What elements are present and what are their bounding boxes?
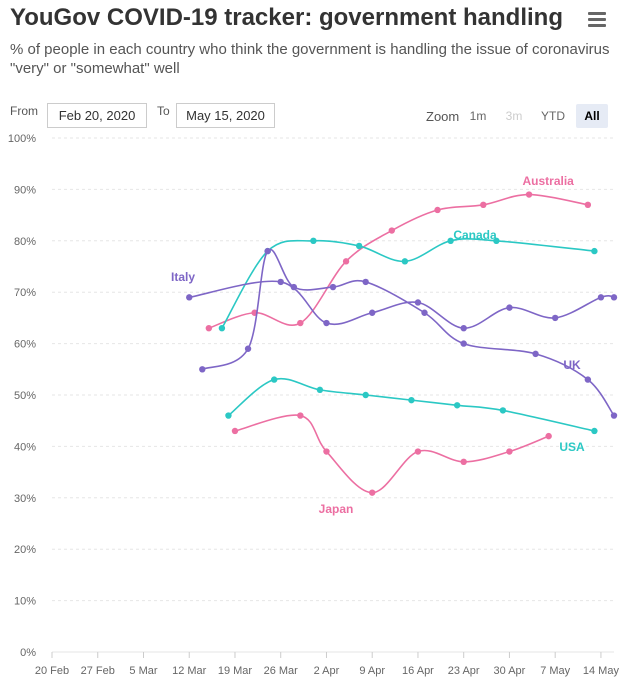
australia-data-point (584, 201, 592, 209)
y-tick-label: 40% (14, 441, 36, 453)
japan-data-point (369, 489, 376, 496)
uk-data-point (460, 340, 467, 347)
canada-data-point (218, 324, 226, 332)
italy-data-point (506, 304, 513, 311)
uk-data-point (421, 309, 428, 316)
australia-data-point (342, 258, 350, 265)
zoom-ytd-button[interactable]: YTD (541, 109, 565, 123)
canada-series-label: Canada (453, 228, 497, 242)
from-date-input[interactable]: Feb 20, 2020 (47, 103, 147, 128)
usa-data-point (362, 391, 369, 399)
japan-series-line (234, 414, 549, 494)
italy-data-point (369, 309, 376, 316)
usa-data-point (225, 412, 232, 419)
canada-data-point (591, 247, 598, 255)
uk-data-point (244, 345, 252, 352)
uk-data-point (264, 247, 271, 255)
usa-data-point (499, 407, 507, 414)
uk-data-point (532, 350, 539, 358)
australia-data-point (434, 206, 441, 214)
italy-data-point (186, 294, 193, 301)
chart-subtitle: % of people in each country who think th… (10, 41, 610, 77)
canada-data-point (401, 258, 409, 265)
italy-data-point (323, 319, 330, 327)
japan-data-point (506, 448, 513, 455)
usa-series-label: USA (559, 440, 585, 454)
australia-data-point (205, 324, 213, 332)
uk-data-point (329, 283, 337, 291)
y-tick-label: 70% (14, 287, 36, 299)
japan-data-point (323, 448, 330, 455)
canada-data-point (310, 237, 317, 244)
uk-data-point (362, 278, 369, 286)
y-tick-label: 50% (14, 390, 36, 402)
canada-data-point (447, 237, 454, 244)
australia-data-point (525, 191, 533, 198)
italy-data-point (460, 324, 467, 332)
x-tick-label: 23 Apr (448, 665, 480, 677)
usa-data-point (270, 376, 278, 383)
x-tick-label: 2 Apr (314, 665, 340, 677)
x-tick-label: 30 Apr (494, 665, 526, 677)
australia-data-point (480, 201, 487, 209)
x-tick-label: 7 May (540, 665, 570, 677)
y-tick-label: 90% (14, 184, 36, 196)
y-tick-label: 30% (14, 493, 36, 505)
usa-series-line (227, 377, 595, 432)
italy-series-line (189, 280, 615, 329)
uk-series-label: UK (563, 358, 581, 372)
canada-data-point (493, 237, 500, 244)
japan-data-point (545, 432, 552, 440)
zoom-label: Zoom (426, 109, 460, 124)
uk-data-point (610, 412, 618, 419)
italy-series-label: Italy (171, 270, 195, 284)
uk-data-point (199, 366, 206, 373)
uk-data-point (290, 283, 297, 291)
to-label: To (157, 104, 170, 118)
italy-data-point (414, 299, 422, 306)
x-tick-label: 26 Mar (264, 665, 299, 677)
canada-data-point (355, 242, 363, 250)
x-tick-label: 12 Mar (172, 665, 207, 677)
usa-data-point (408, 396, 415, 404)
x-tick-label: 16 Apr (402, 665, 434, 677)
australia-series-label: Australia (523, 174, 575, 188)
australia-data-point (297, 319, 304, 327)
x-tick-label: 19 Mar (218, 665, 253, 677)
japan-data-point (231, 427, 239, 435)
from-label: From (10, 104, 38, 118)
usa-data-point (316, 386, 324, 394)
to-date-input[interactable]: May 15, 2020 (176, 103, 275, 128)
uk-series-line (201, 248, 615, 417)
japan-data-point (297, 412, 304, 419)
zoom-all-button[interactable]: All (576, 104, 608, 128)
y-tick-label: 100% (8, 133, 36, 145)
x-tick-label: 14 May (583, 665, 620, 677)
italy-data-point (551, 314, 559, 322)
y-tick-label: 80% (14, 236, 36, 248)
italy-data-point (610, 294, 618, 301)
zoom-1m-button[interactable]: 1m (469, 109, 487, 123)
usa-data-point (591, 427, 598, 435)
y-tick-label: 10% (14, 596, 36, 608)
y-tick-label: 60% (14, 339, 36, 351)
y-tick-label: 20% (14, 544, 36, 556)
x-tick-label: 20 Feb (35, 665, 69, 677)
japan-series-label: Japan (319, 502, 354, 516)
australia-data-point (388, 227, 396, 234)
italy-data-point (597, 294, 605, 301)
usa-data-point (453, 402, 461, 409)
japan-data-point (460, 458, 467, 466)
hamburger-menu-icon[interactable] (588, 12, 606, 30)
x-tick-label: 9 Apr (359, 665, 385, 677)
japan-data-point (414, 448, 422, 455)
uk-data-point (584, 376, 592, 383)
italy-data-point (277, 278, 284, 286)
x-tick-label: 5 Mar (129, 665, 157, 677)
chart-title: YouGov COVID-19 tracker: government hand… (10, 4, 563, 31)
x-tick-label: 27 Feb (81, 665, 115, 677)
zoom-3m-button[interactable]: 3m (505, 109, 523, 123)
y-tick-label: 0% (20, 647, 36, 659)
